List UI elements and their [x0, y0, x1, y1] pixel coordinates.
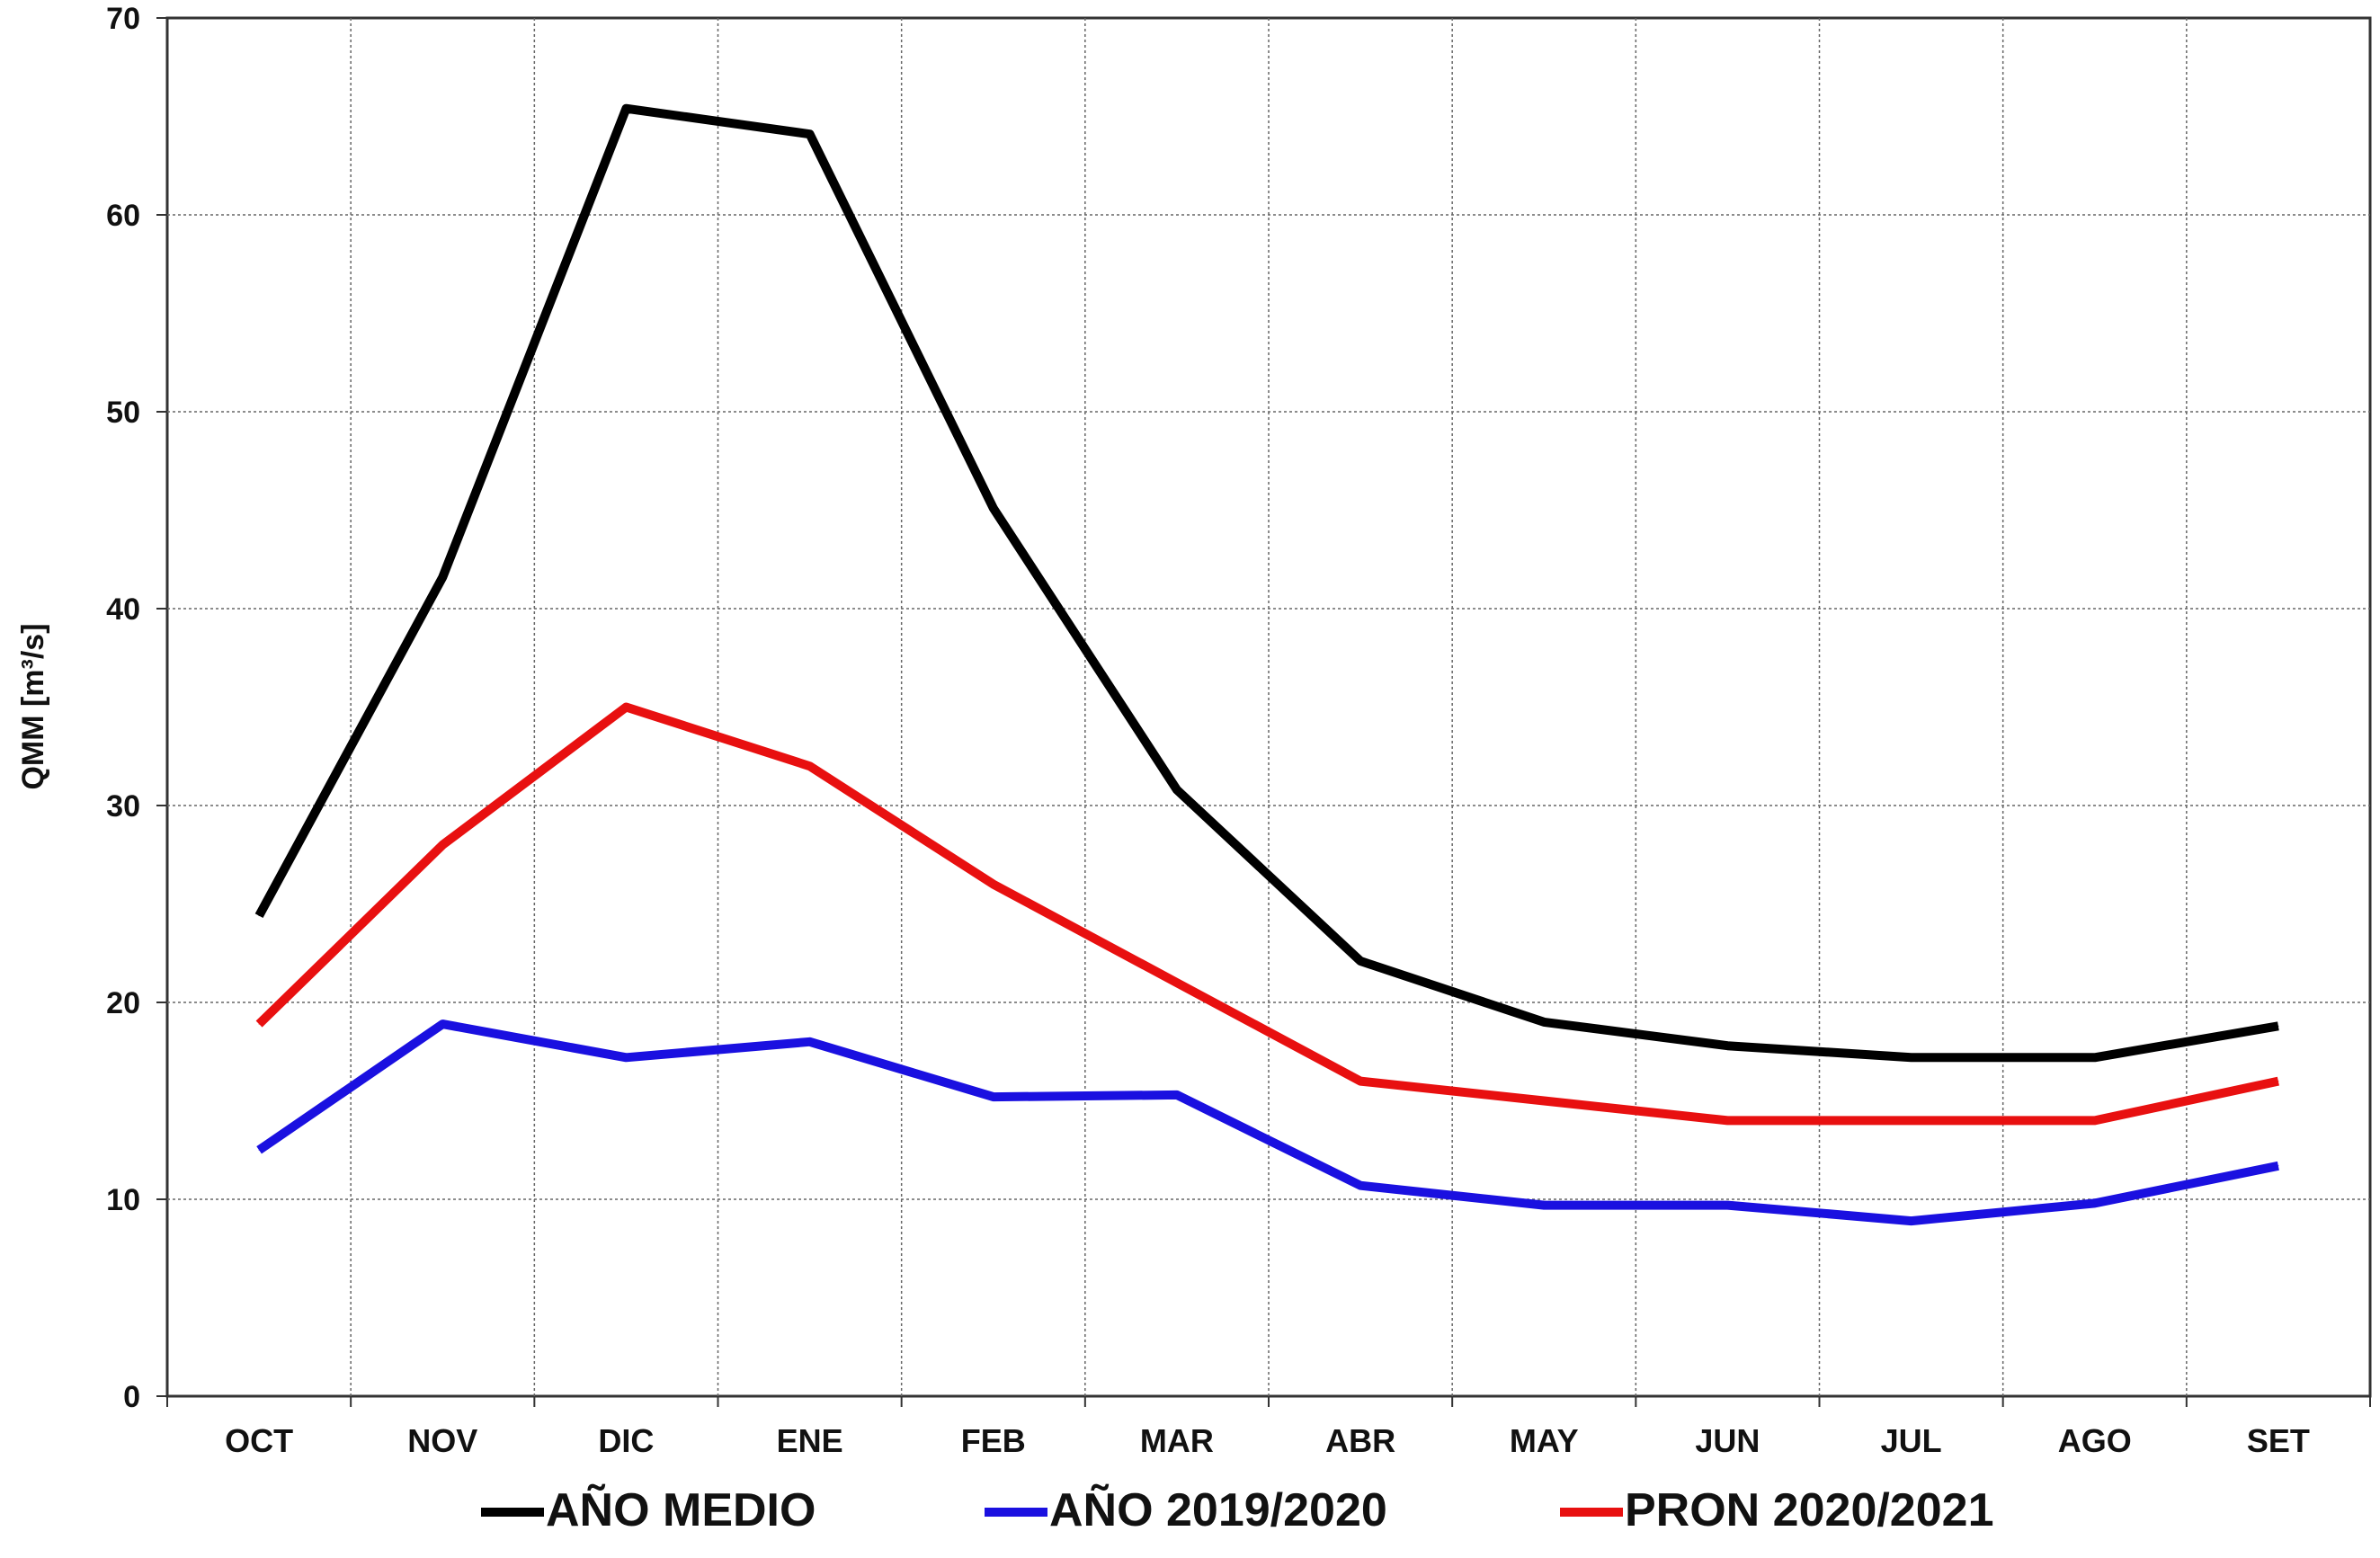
plot-area	[165, 16, 2372, 1398]
data-point	[1726, 1119, 1728, 1121]
data-point	[1359, 1185, 1361, 1187]
series-lines	[254, 103, 2279, 1226]
data-point	[2277, 1025, 2279, 1027]
x-axis-ticks: OCT NOV DIC ENE FEB MAR ABR MAY JUN JUL AGO SET	[166, 1396, 2371, 1459]
x-tick-label: JUL	[1881, 1422, 1942, 1459]
data-point	[1359, 1081, 1361, 1082]
y-tick-label: 50	[106, 396, 140, 430]
data-point	[993, 1096, 994, 1098]
y-tick-label: 0	[123, 1380, 140, 1414]
data-point	[1176, 788, 1178, 790]
data-point	[2094, 1202, 2096, 1204]
y-axis-ticks: 0 10 20 30 40 50 60 70	[106, 2, 167, 1414]
x-tick-label: AGO	[2058, 1422, 2132, 1459]
legend: AÑO MEDIO AÑO 2019/2020 PRON 2020/2021	[481, 1483, 1994, 1536]
data-point	[809, 133, 811, 135]
data-point	[258, 1023, 260, 1025]
data-point	[2277, 1165, 2279, 1167]
data-point	[1176, 982, 1178, 984]
data-point	[625, 707, 627, 708]
x-tick-label: ENE	[777, 1422, 843, 1459]
data-point	[441, 844, 443, 846]
data-point	[993, 507, 994, 509]
data-point	[1911, 1119, 1912, 1121]
y-tick-label: 40	[106, 592, 140, 627]
data-point	[809, 1041, 811, 1043]
series-line-a-o-2019-2020	[256, 1019, 2279, 1226]
y-tick-label: 20	[106, 986, 140, 1020]
x-tick-label: MAR	[1140, 1422, 1214, 1459]
x-tick-label: FEB	[961, 1422, 1026, 1459]
data-point	[1911, 1220, 1912, 1222]
legend-label: PRON 2020/2021	[1625, 1484, 1994, 1536]
data-point	[2094, 1119, 2096, 1121]
data-point	[441, 1023, 443, 1025]
data-point	[1726, 1205, 1728, 1206]
data-point	[1543, 1021, 1545, 1023]
data-point	[1543, 1100, 1545, 1101]
x-tick-label: OCT	[225, 1422, 293, 1459]
data-point	[993, 884, 994, 886]
data-point	[441, 576, 443, 578]
y-tick-label: 10	[106, 1183, 140, 1217]
x-tick-label: NOV	[407, 1422, 477, 1459]
y-tick-label: 60	[106, 199, 140, 233]
x-tick-label: MAY	[1510, 1422, 1579, 1459]
x-tick-label: DIC	[598, 1422, 654, 1459]
y-axis-label: QMM [m³/s]	[16, 623, 50, 789]
data-point	[809, 765, 811, 767]
grid-lines	[167, 18, 2370, 1396]
legend-label: AÑO MEDIO	[546, 1483, 816, 1536]
data-point	[625, 108, 627, 110]
x-tick-label: JUN	[1695, 1422, 1760, 1459]
data-point	[1359, 960, 1361, 962]
data-point	[258, 915, 260, 917]
data-point	[1911, 1056, 1912, 1058]
data-point	[258, 1149, 260, 1151]
data-point	[2277, 1081, 2279, 1082]
y-tick-label: 30	[106, 789, 140, 824]
series-line-pron-2020-2021	[255, 702, 2279, 1126]
data-point	[1543, 1205, 1545, 1206]
x-tick-label: SET	[2247, 1422, 2310, 1459]
y-tick-label: 70	[106, 2, 140, 36]
data-point	[625, 1056, 627, 1058]
x-tick-label: ABR	[1325, 1422, 1395, 1459]
legend-label: AÑO 2019/2020	[1049, 1483, 1387, 1536]
data-point	[1176, 1094, 1178, 1096]
data-point	[2094, 1056, 2096, 1058]
series-line-a-o-medio	[254, 103, 2279, 1063]
